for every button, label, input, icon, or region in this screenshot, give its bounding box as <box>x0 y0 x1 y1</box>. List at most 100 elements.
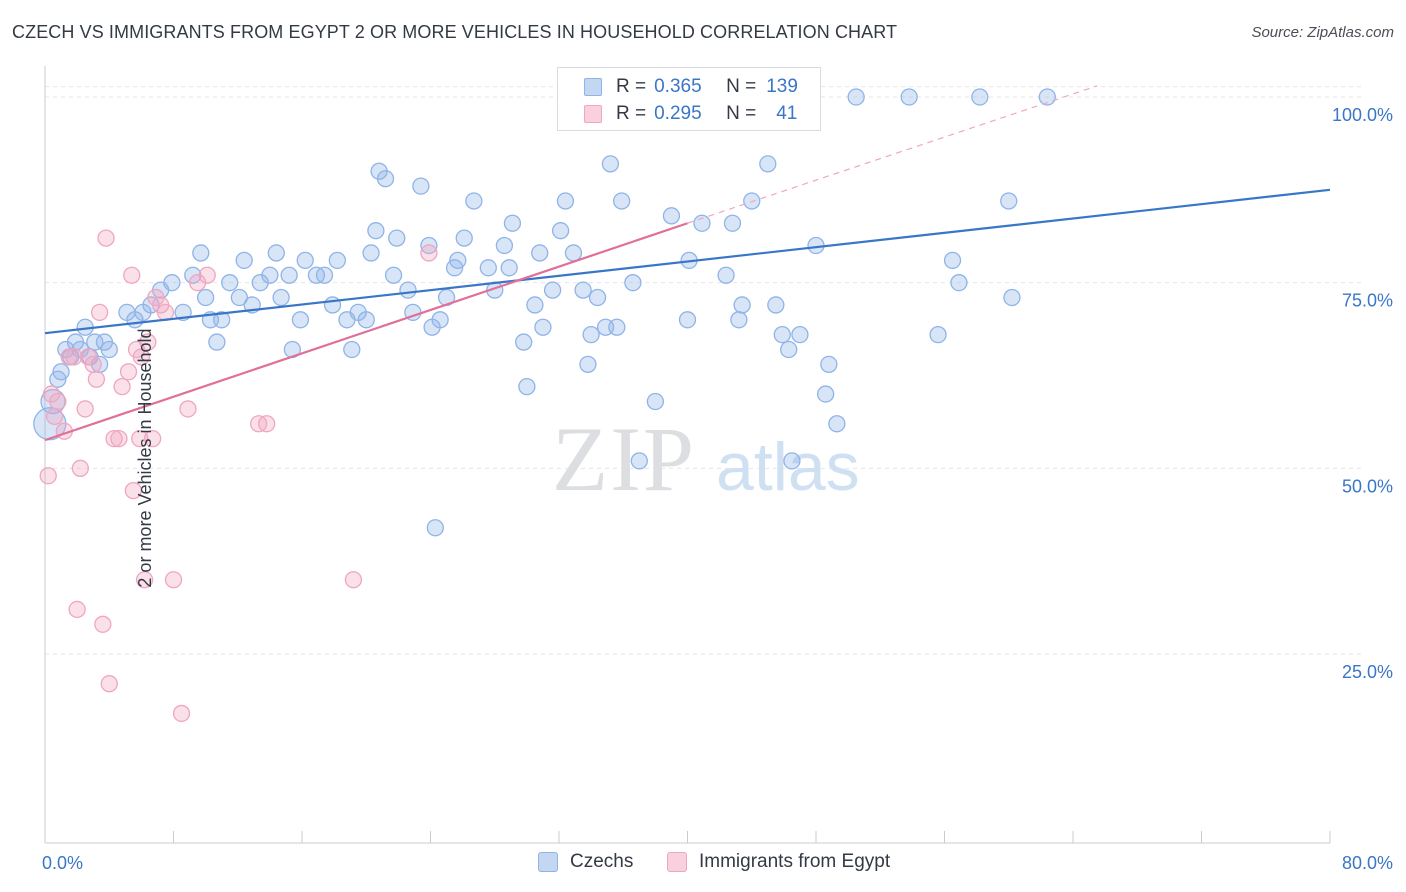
data-point <box>71 459 89 477</box>
data-point <box>84 355 102 374</box>
data-point <box>267 244 285 262</box>
data-point <box>455 229 473 247</box>
data-point <box>97 229 115 247</box>
legend-row-czechs: R = 0.365 N = 139 <box>558 73 798 101</box>
legend-swatch-czechs <box>584 78 602 96</box>
data-point <box>45 407 64 425</box>
trend-line <box>44 188 1331 335</box>
data-point <box>556 192 575 210</box>
legend-swatch-czechs <box>538 852 558 872</box>
legend-row-egypt: R = 0.295 N = 41 <box>558 100 797 128</box>
data-point <box>465 192 483 210</box>
legend-item-egypt: Immigrants from Egypt <box>667 851 890 873</box>
legend-r-label: R = <box>616 76 647 97</box>
watermark-atlas: atlas <box>716 429 860 505</box>
data-point <box>526 296 544 314</box>
legend-swatch-egypt <box>667 852 687 872</box>
legend-r-label: R = <box>616 103 647 124</box>
data-point <box>39 467 57 485</box>
data-point <box>759 155 777 173</box>
data-point <box>678 311 697 329</box>
data-point <box>479 259 497 277</box>
data-point <box>612 192 631 210</box>
data-point <box>296 251 314 270</box>
data-point <box>132 348 151 366</box>
data-point <box>156 303 175 322</box>
legend-r-value: 0.295 <box>654 103 702 124</box>
data-point <box>362 244 380 262</box>
legend-swatch-egypt <box>584 105 602 123</box>
data-point <box>323 296 342 314</box>
data-point <box>500 259 518 277</box>
data-point <box>730 311 748 329</box>
data-point <box>261 266 279 284</box>
data-point <box>551 222 570 240</box>
legend-n-label: N = <box>726 103 757 124</box>
data-point <box>820 355 838 374</box>
data-point <box>280 266 298 284</box>
data-point <box>847 88 865 106</box>
source-label: Source: ZipAtlas.com <box>1251 24 1394 41</box>
series-legend: Czechs Immigrants from Egypt <box>0 851 1406 879</box>
x-tick-label-min: 0.0% <box>42 853 83 873</box>
data-point <box>196 288 215 307</box>
data-point <box>588 288 607 307</box>
data-point <box>179 400 197 418</box>
data-point <box>123 266 141 284</box>
data-point <box>1000 192 1018 210</box>
data-point <box>1003 288 1021 307</box>
data-point <box>564 244 583 262</box>
x-tick-label-max: 80.0% <box>1342 853 1393 873</box>
legend-n-value: 41 <box>776 103 798 124</box>
data-point <box>723 214 742 232</box>
data-point <box>783 452 801 470</box>
data-point <box>929 326 947 344</box>
data-point <box>163 274 181 292</box>
data-point <box>49 392 67 411</box>
data-point <box>172 704 191 723</box>
data-point <box>420 244 438 262</box>
legend-n-value: 139 <box>766 76 798 97</box>
y-tick-label: 25.0% <box>1342 662 1393 682</box>
data-point <box>86 333 104 351</box>
y-tick-label: 100.0% <box>1332 105 1393 125</box>
data-point <box>515 333 533 351</box>
data-point <box>221 274 239 292</box>
legend-item-czechs: Czechs <box>538 851 633 873</box>
data-point <box>608 318 626 336</box>
data-point <box>52 363 70 381</box>
series-czechs <box>33 88 1056 537</box>
data-point <box>495 236 514 255</box>
data-point <box>399 281 417 299</box>
data-point <box>431 311 449 329</box>
data-point <box>582 326 600 344</box>
data-point <box>534 318 552 336</box>
data-point <box>139 333 157 351</box>
data-point <box>733 296 751 314</box>
data-point <box>412 177 430 195</box>
data-point <box>105 429 123 448</box>
data-point <box>646 392 665 411</box>
data-point <box>518 377 536 396</box>
watermark-zip: ZIP <box>552 408 696 510</box>
data-point <box>343 340 361 359</box>
data-point <box>131 429 149 448</box>
data-point <box>1038 88 1056 106</box>
legend-label-czechs: Czechs <box>570 851 634 872</box>
data-point <box>76 400 94 418</box>
data-point <box>100 340 118 359</box>
data-point <box>65 348 83 366</box>
data-point <box>900 88 918 106</box>
data-point <box>601 155 620 173</box>
gridlines <box>45 86 1365 655</box>
data-point <box>579 355 597 374</box>
data-point <box>574 281 592 299</box>
data-point <box>367 222 385 240</box>
data-point <box>624 274 642 292</box>
y-tick-label: 50.0% <box>1342 476 1393 496</box>
stats-legend: R = 0.365 N = 139 R = 0.295 N = 41 <box>557 67 821 131</box>
data-point <box>816 385 835 403</box>
data-point <box>773 326 791 344</box>
data-point <box>828 415 846 433</box>
